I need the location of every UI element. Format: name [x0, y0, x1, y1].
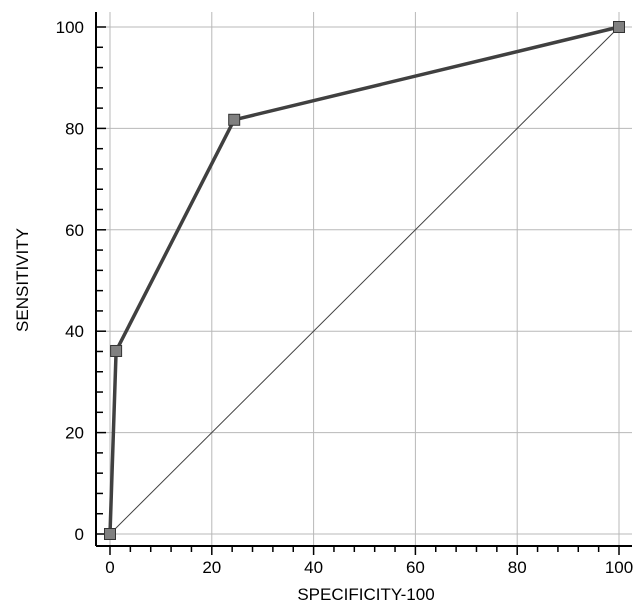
y-tick-label: 100 — [56, 18, 84, 37]
roc-curve-line — [108, 25, 620, 535]
y-tick-label: 60 — [65, 221, 84, 240]
y-tick-label: 20 — [65, 424, 84, 443]
data-point-marker — [228, 113, 241, 126]
x-tick-label: 60 — [406, 558, 425, 577]
y-tick-label: 40 — [65, 322, 84, 341]
x-tick-label: 0 — [105, 558, 114, 577]
x-tick-label: 20 — [202, 558, 221, 577]
x-axis-title: SPECIFICITY-100 — [297, 585, 434, 604]
data-point-marker — [110, 344, 123, 357]
y-tick-label: 0 — [75, 525, 84, 544]
data-point-marker — [104, 528, 116, 540]
reference-diagonal-line — [109, 26, 620, 535]
x-tick-label: 40 — [304, 558, 323, 577]
x-axis-ticks: 0 20 40 60 80 100 — [105, 546, 633, 577]
y-axis-title: SENSITIVITY — [13, 228, 32, 332]
plot-lines — [108, 25, 620, 535]
y-axis-ticks: 0 20 40 60 80 100 — [56, 18, 106, 544]
data-point-marker — [613, 21, 625, 33]
axes — [95, 12, 632, 547]
x-tick-label: 80 — [508, 558, 527, 577]
y-tick-label: 80 — [65, 119, 84, 138]
data-markers — [104, 21, 625, 540]
grid-lines — [96, 12, 632, 546]
x-tick-label: 100 — [605, 558, 633, 577]
